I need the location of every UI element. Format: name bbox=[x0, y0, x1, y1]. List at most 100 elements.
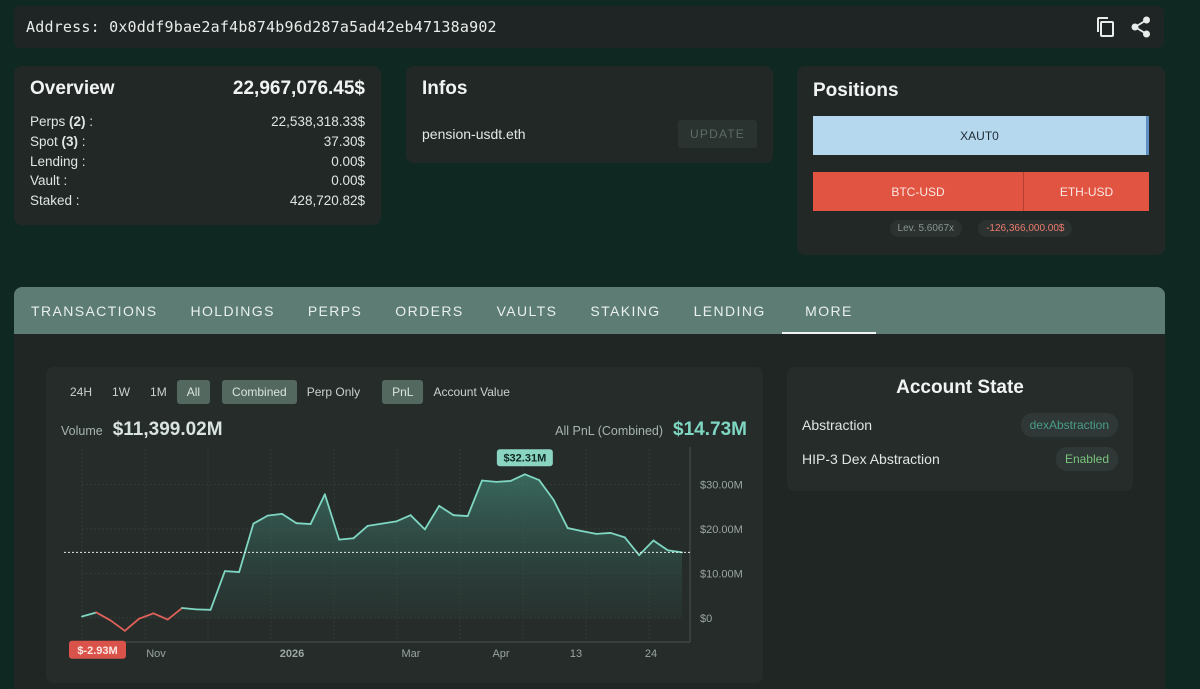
pnl-line-segment bbox=[252, 514, 269, 525]
pnl-line-segment bbox=[295, 522, 312, 525]
pnl-line-segment bbox=[123, 617, 141, 632]
pnl-line-segment bbox=[81, 611, 98, 618]
tab-perps[interactable]: PERPS bbox=[307, 302, 363, 319]
pnl-line-segment bbox=[152, 612, 169, 621]
min-label: $-2.93M bbox=[77, 645, 117, 657]
mode-perp-only[interactable]: Perp Only bbox=[306, 385, 361, 399]
min-label-bg bbox=[69, 640, 126, 659]
overview-row-value: 0.00$ bbox=[331, 173, 365, 189]
pnl-line-segment bbox=[423, 504, 441, 531]
position-btc-usd[interactable]: BTC-USD bbox=[813, 172, 1023, 211]
main-panel: TRANSACTIONS HOLDINGS PERPS ORDERS VAULTS STA… bbox=[14, 287, 1165, 689]
range-1w[interactable]: 1W bbox=[112, 385, 131, 399]
range-1m[interactable]: 1M bbox=[150, 385, 167, 399]
pnl-line-segment bbox=[609, 532, 626, 539]
overview-row: Spot (3) : 37.30$ bbox=[30, 132, 365, 152]
x-tick-label: 2026 bbox=[280, 648, 304, 660]
pnl-line-segment bbox=[581, 530, 598, 535]
positions-card: Positions XAUT0 BTC-USD ETH-USD Lev. 5.6… bbox=[797, 66, 1165, 255]
overview-row: Lending : 0.00$ bbox=[30, 151, 365, 171]
pnl-line-segment bbox=[209, 570, 226, 611]
tab-vaults[interactable]: VAULTS bbox=[496, 302, 558, 319]
pnl-line-segment bbox=[666, 549, 683, 554]
pnl-line-segment bbox=[538, 479, 555, 501]
tab-lending[interactable]: LENDING bbox=[693, 302, 766, 319]
pnl-line-segment bbox=[238, 522, 255, 573]
tab-orders[interactable]: ORDERS bbox=[395, 302, 464, 319]
overview-card: Overview 22,967,076.45$ Perps (2) : 22,53… bbox=[14, 66, 381, 225]
pnl-line-segment bbox=[566, 527, 583, 533]
pnl-line-segment bbox=[138, 612, 155, 620]
position-xaut0[interactable]: XAUT0 bbox=[813, 116, 1149, 155]
account-state-card: Account State Abstraction dexAbstraction… bbox=[787, 367, 1133, 491]
overview-row-label: Lending : bbox=[30, 153, 86, 169]
pnl-line-segment bbox=[266, 512, 283, 517]
pnl-line-segment bbox=[495, 480, 512, 483]
range-24h[interactable]: 24H bbox=[70, 385, 93, 399]
pnl-line-segment bbox=[281, 512, 298, 525]
pnl-line-segment bbox=[523, 473, 541, 481]
tab-holdings[interactable]: HOLDINGS bbox=[190, 302, 275, 319]
y-tick-label: $20.00M bbox=[700, 524, 743, 536]
all-pnl-value: $14.73M bbox=[673, 419, 747, 440]
x-tick-label: 24 bbox=[645, 648, 657, 660]
tab-bar: TRANSACTIONS HOLDINGS PERPS ORDERS VAULTS STA… bbox=[14, 287, 1165, 334]
overview-title: Overview bbox=[30, 78, 115, 99]
tab-transactions[interactable]: TRANSACTIONS bbox=[31, 302, 158, 319]
pnl-line-segment bbox=[552, 498, 569, 529]
pnl-line-segment bbox=[95, 611, 112, 622]
overview-row-label: Vault : bbox=[30, 173, 68, 189]
hip3-badge: Enabled bbox=[1055, 447, 1118, 471]
mode-combined[interactable]: Combined bbox=[222, 380, 297, 404]
pnl-line-segment bbox=[323, 493, 341, 541]
pnl-line-segment bbox=[652, 539, 669, 552]
pnl-line-segment bbox=[395, 514, 412, 523]
pnl-line-segment bbox=[409, 514, 426, 531]
metric-pnl[interactable]: PnL bbox=[382, 380, 424, 404]
overview-row: Perps (2) : 22,538,318.33$ bbox=[30, 112, 365, 132]
pnl-line-segment bbox=[438, 504, 455, 517]
pnl-line-segment bbox=[466, 479, 483, 517]
range-all[interactable]: All bbox=[176, 380, 211, 404]
overview-row: Vault : 0.00$ bbox=[30, 171, 365, 191]
pnl-line-segment bbox=[181, 607, 198, 611]
overview-total: 22,967,076.45$ bbox=[232, 78, 365, 99]
tab-more[interactable]: MORE bbox=[782, 287, 876, 334]
all-pnl-label: All PnL (Combined) bbox=[555, 424, 664, 438]
leverage-badge: Lev. 5.6067x bbox=[889, 220, 963, 237]
pnl-chart[interactable]: $30.00M$20.00M$10.00M$08Nov2026MarApr132… bbox=[46, 367, 763, 683]
pnl-line-segment bbox=[381, 520, 398, 525]
y-tick-label: $0 bbox=[700, 613, 712, 625]
overview-row: Staked : 428,720.82$ bbox=[30, 191, 365, 211]
pnl-line-segment bbox=[338, 537, 355, 541]
abstraction-badge: dexAbstraction bbox=[1020, 413, 1118, 437]
tab-staking[interactable]: STAKING bbox=[590, 302, 661, 319]
position-pnl-badge: -126,366,000.00$ bbox=[978, 220, 1073, 237]
position-eth-usd[interactable]: ETH-USD bbox=[1023, 172, 1149, 211]
max-label-bg bbox=[496, 449, 553, 467]
pnl-line-segment bbox=[352, 524, 369, 540]
pnl-line-segment bbox=[366, 522, 383, 527]
pnl-line-segment bbox=[452, 514, 469, 517]
update-button[interactable]: UPDATE bbox=[678, 120, 757, 148]
share-icon[interactable] bbox=[1130, 16, 1152, 38]
overview-row-value: 37.30$ bbox=[323, 134, 365, 150]
volume-label: Volume bbox=[61, 424, 103, 438]
pnl-area bbox=[82, 474, 682, 618]
overview-row-value: 428,720.82$ bbox=[289, 193, 365, 209]
max-label: $32.31M bbox=[503, 452, 546, 464]
overview-row-label: Spot (3) : bbox=[30, 134, 86, 150]
overview-row-label: Perps (2) : bbox=[30, 114, 94, 130]
pnl-line-segment bbox=[166, 607, 183, 621]
copy-icon[interactable] bbox=[1094, 16, 1116, 38]
address-text[interactable]: Address: 0x0ddf9bae2af4b874b96d287a5ad42… bbox=[26, 18, 497, 36]
infos-card: Infos pension-usdt.eth UPDATE bbox=[406, 66, 773, 163]
y-tick-label: $30.00M bbox=[700, 480, 743, 492]
metric-account-value[interactable]: Account Value bbox=[433, 385, 510, 399]
y-tick-label: $10.00M bbox=[700, 568, 743, 580]
pnl-chart-card: 24H 1W 1M All Combined Perp Only PnL Acc… bbox=[46, 367, 763, 683]
pnl-line-segment bbox=[223, 570, 241, 573]
overview-row-label: Staked : bbox=[30, 193, 80, 209]
account-state-title: Account State bbox=[896, 377, 1024, 398]
pnl-line-segment bbox=[481, 479, 498, 483]
